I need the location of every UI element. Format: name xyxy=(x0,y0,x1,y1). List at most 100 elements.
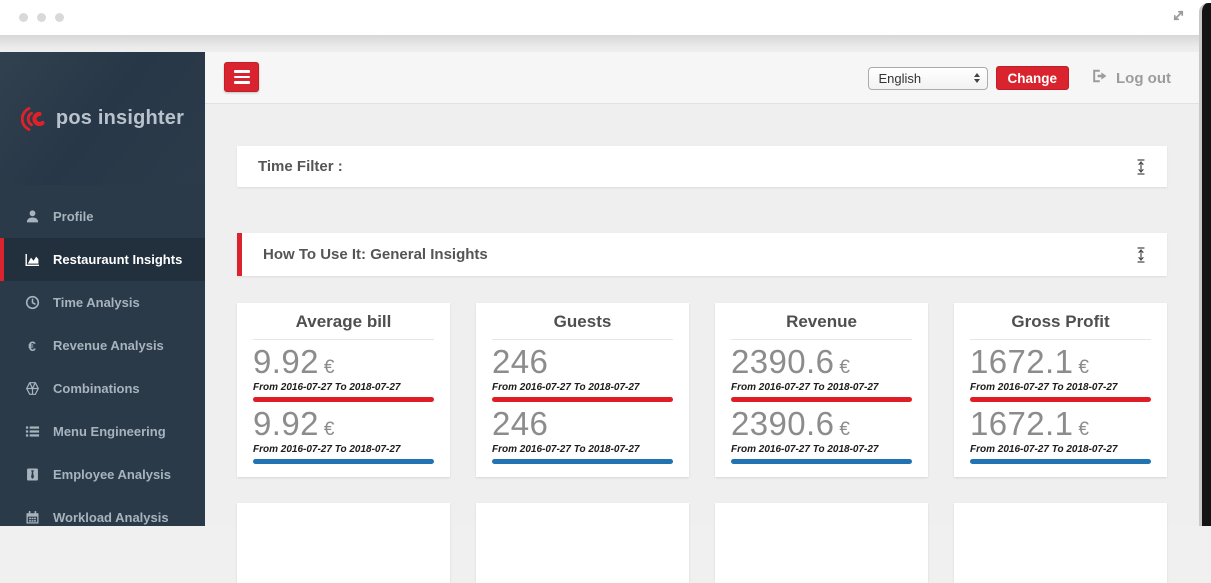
vertical-resize-icon[interactable] xyxy=(1136,158,1146,175)
metric-bar-red xyxy=(253,396,434,402)
select-arrows-icon xyxy=(973,73,980,83)
content: Time Filter : How To Use It: General Ins… xyxy=(205,104,1211,583)
metric-value: 2390.6 € xyxy=(731,404,912,443)
metric-period: From 2016-07-27 To 2018-07-27 xyxy=(731,443,879,455)
calendar-icon xyxy=(24,510,40,526)
metric-value: 1672.1 € xyxy=(970,404,1151,443)
clock-icon xyxy=(24,295,40,311)
metric-period: From 2016-07-27 To 2018-07-27 xyxy=(970,381,1118,393)
metric-number: 1672.1 xyxy=(970,404,1074,442)
currency-unit: € xyxy=(323,357,335,378)
metric-bar-blue xyxy=(731,458,912,464)
card-title: Revenue xyxy=(731,312,912,340)
sidebar-nav: Profile Restauraunt Insights Time Analys… xyxy=(0,195,205,539)
metric-value: 246 xyxy=(492,404,673,443)
window-titlebar xyxy=(0,0,1211,35)
stat-card xyxy=(237,503,450,583)
metric-period: From 2016-07-27 To 2018-07-27 xyxy=(970,443,1118,455)
window-dot xyxy=(19,13,28,22)
sidebar-item-time-analysis[interactable]: Time Analysis xyxy=(0,281,205,324)
currency-unit: € xyxy=(1078,418,1090,440)
stat-card-revenue: Revenue 2390.6 € From 2016-07-27 To 2018-… xyxy=(715,303,928,477)
metric-number: 2390.6 xyxy=(731,343,835,380)
stat-card xyxy=(476,503,689,583)
language-select[interactable]: English xyxy=(867,66,988,90)
stat-card-guests: Guests 246 From 2016-07-27 To 2018-07-27… xyxy=(476,303,689,477)
hamburger-icon xyxy=(233,70,250,84)
sidebar-item-revenue-analysis[interactable]: € Revenue Analysis xyxy=(0,324,205,367)
screen-edge xyxy=(1199,3,1211,526)
sidebar-item-profile[interactable]: Profile xyxy=(0,195,205,238)
metric-number: 9.92 xyxy=(253,404,319,442)
time-filter-title: Time Filter : xyxy=(258,158,343,175)
metric-value: 2390.6 € xyxy=(731,343,912,381)
stat-card-average-bill: Average bill 9.92 € From 2016-07-27 To 20… xyxy=(237,303,450,477)
card-title: Gross Profit xyxy=(970,312,1151,340)
sidebar-item-workload-analysis[interactable]: Workload Analysis xyxy=(0,496,205,539)
sidebar: pos insighter Profile Restauraunt Insigh… xyxy=(0,52,205,526)
sign-out-icon xyxy=(1091,68,1108,88)
metric-number: 9.92 xyxy=(253,343,319,380)
metric-value: 9.92 € xyxy=(253,404,434,443)
currency-unit: € xyxy=(323,418,335,440)
metric-period: From 2016-07-27 To 2018-07-27 xyxy=(253,443,401,455)
brand-logo[interactable]: pos insighter xyxy=(0,52,205,185)
logout-label: Log out xyxy=(1116,69,1171,87)
sidebar-item-label: Time Analysis xyxy=(53,295,140,310)
metric-value: 1672.1 € xyxy=(970,343,1151,381)
insights-header-panel[interactable]: How To Use It: General Insights xyxy=(237,233,1167,276)
sidebar-item-label: Employee Analysis xyxy=(53,467,172,482)
stat-card-gross-profit: Gross Profit 1672.1 € From 2016-07-27 To … xyxy=(954,303,1167,477)
stat-cards-row-2 xyxy=(237,503,1167,583)
sidebar-item-restauraunt-insights[interactable]: Restauraunt Insights xyxy=(0,238,205,281)
currency-unit: € xyxy=(1078,357,1090,378)
expand-icon[interactable] xyxy=(1170,7,1187,29)
sidebar-item-label: Menu Engineering xyxy=(53,424,166,439)
arcs-logo-icon xyxy=(20,106,45,131)
metric-number: 246 xyxy=(492,404,549,442)
sidebar-item-menu-engineering[interactable]: Menu Engineering xyxy=(0,410,205,453)
metric-bar-blue xyxy=(253,458,434,464)
vertical-resize-icon[interactable] xyxy=(1136,246,1146,263)
card-title: Average bill xyxy=(253,312,434,340)
window-shadow-band xyxy=(0,35,1211,52)
window-dots xyxy=(19,13,64,22)
hexagon-icon xyxy=(24,381,40,397)
currency-unit: € xyxy=(839,418,851,440)
sidebar-item-employee-analysis[interactable]: Employee Analysis xyxy=(0,453,205,496)
metric-bar-red xyxy=(970,396,1151,402)
euro-icon: € xyxy=(28,337,36,354)
sidebar-item-label: Restauraunt Insights xyxy=(53,252,183,267)
metric-bar-red xyxy=(492,396,673,402)
stat-cards-row: Average bill 9.92 € From 2016-07-27 To 20… xyxy=(237,303,1167,477)
metric-value: 9.92 € xyxy=(253,343,434,381)
metric-number: 1672.1 xyxy=(970,343,1074,380)
metric-period: From 2016-07-27 To 2018-07-27 xyxy=(492,443,640,455)
metric-bar-blue xyxy=(970,458,1151,464)
sidebar-item-label: Profile xyxy=(53,209,94,224)
currency-unit: € xyxy=(839,357,851,378)
metric-number: 2390.6 xyxy=(731,404,835,442)
stat-card xyxy=(715,503,928,583)
badge-icon xyxy=(24,467,40,483)
window-dot xyxy=(55,13,64,22)
sidebar-item-label: Revenue Analysis xyxy=(53,338,164,353)
logout-button[interactable]: Log out xyxy=(1091,68,1171,88)
time-filter-panel[interactable]: Time Filter : xyxy=(237,146,1167,187)
window-dot xyxy=(37,13,46,22)
stat-card xyxy=(954,503,1167,583)
metric-number: 246 xyxy=(492,343,549,380)
language-select-value: English xyxy=(878,70,922,86)
card-title: Guests xyxy=(492,312,673,340)
change-language-button[interactable]: Change xyxy=(995,66,1070,90)
sidebar-toggle-button[interactable] xyxy=(224,62,259,92)
metric-period: From 2016-07-27 To 2018-07-27 xyxy=(731,381,879,393)
user-icon xyxy=(24,209,40,225)
metric-period: From 2016-07-27 To 2018-07-27 xyxy=(253,381,401,393)
sidebar-item-label: Combinations xyxy=(53,381,140,396)
sidebar-item-label: Workload Analysis xyxy=(53,510,169,525)
brand-name: pos insighter xyxy=(55,107,185,129)
sidebar-item-combinations[interactable]: Combinations xyxy=(0,367,205,410)
metric-bar-blue xyxy=(492,458,673,464)
toolbar: English Change Log out xyxy=(205,52,1211,104)
